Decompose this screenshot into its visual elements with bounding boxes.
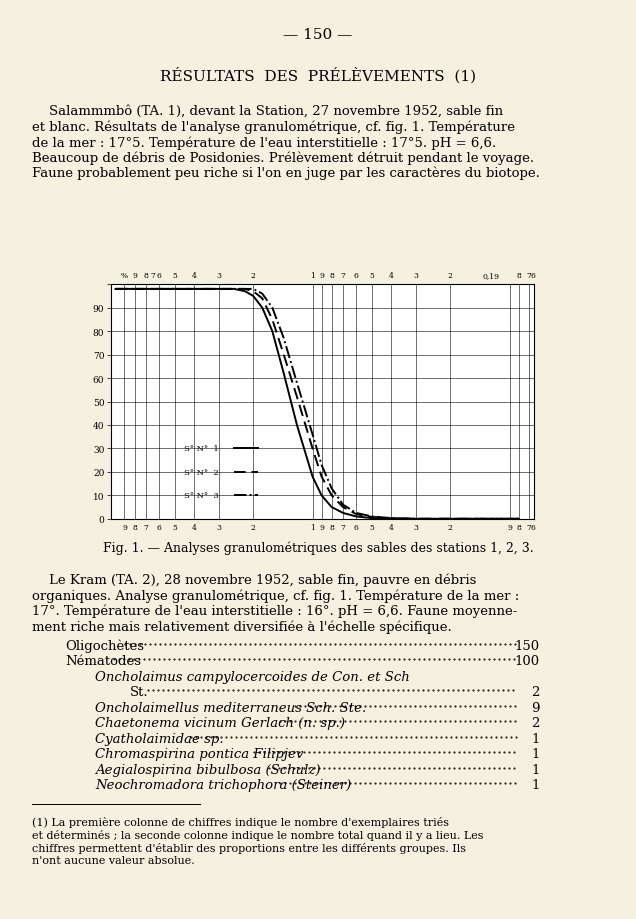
Text: 7: 7 (150, 272, 155, 280)
Text: RÉSULTATS  DES  PRÉLÈVEMENTS  (1): RÉSULTATS DES PRÉLÈVEMENTS (1) (160, 67, 476, 83)
Text: 8: 8 (329, 272, 334, 280)
Text: 0,19: 0,19 (482, 272, 499, 280)
Text: Oncholaimus campylocercoides de Con. et Sch: Oncholaimus campylocercoides de Con. et … (95, 670, 410, 683)
Text: organiques. Analyse granulométrique, cf. fig. 1. Température de la mer :: organiques. Analyse granulométrique, cf.… (32, 589, 519, 602)
Text: Oncholaimellus mediterraneus Sch. Ste.: Oncholaimellus mediterraneus Sch. Ste. (95, 701, 366, 714)
Text: 1: 1 (532, 778, 540, 791)
Text: Oligochètes: Oligochètes (65, 639, 144, 652)
Text: 1: 1 (532, 732, 540, 745)
Text: 5: 5 (370, 523, 375, 531)
Text: 7: 7 (341, 523, 345, 531)
Text: 4: 4 (389, 272, 394, 280)
Text: 9: 9 (532, 701, 540, 714)
Text: 3: 3 (216, 272, 221, 280)
Text: 4: 4 (389, 523, 394, 531)
Text: 1: 1 (532, 747, 540, 760)
Text: 1: 1 (310, 272, 315, 280)
Text: 7: 7 (526, 523, 531, 531)
Text: Cyatholaimidae sp.: Cyatholaimidae sp. (95, 732, 224, 745)
Text: 5: 5 (172, 272, 177, 280)
Text: 1: 1 (532, 763, 540, 776)
Text: 1: 1 (310, 523, 315, 531)
Text: 2: 2 (532, 686, 540, 698)
Text: 6: 6 (530, 523, 536, 531)
Text: 6: 6 (156, 523, 162, 531)
Text: 100: 100 (515, 654, 540, 667)
Text: 9: 9 (507, 523, 512, 531)
Text: 6: 6 (354, 272, 359, 280)
Text: Le Kram (TA. 2), 28 novembre 1952, sable fin, pauvre en débris: Le Kram (TA. 2), 28 novembre 1952, sable… (32, 573, 476, 586)
Text: St.: St. (130, 686, 149, 698)
Text: 2: 2 (251, 272, 256, 280)
Text: 7: 7 (526, 272, 531, 280)
Text: S° N°  1: S° N° 1 (184, 445, 219, 453)
Text: Beaucoup de débris de Posidonies. Prélèvement détruit pendant le voyage.: Beaucoup de débris de Posidonies. Prélèv… (32, 152, 534, 165)
Text: Chaetonema vicinum Gerlach (n. sp.): Chaetonema vicinum Gerlach (n. sp.) (95, 717, 345, 730)
Text: 9: 9 (319, 272, 324, 280)
Text: 7: 7 (341, 272, 345, 280)
Text: 17°. Température de l'eau interstitielle : 16°. pH = 6,6. Faune moyenne-: 17°. Température de l'eau interstitielle… (32, 604, 517, 618)
Text: 2: 2 (448, 523, 453, 531)
Text: 5: 5 (370, 272, 375, 280)
Text: 3: 3 (413, 523, 418, 531)
Text: 4: 4 (191, 523, 197, 531)
Text: Aegialospirina bibulbosa (Schulz): Aegialospirina bibulbosa (Schulz) (95, 763, 321, 776)
Text: 6: 6 (354, 523, 359, 531)
Text: Nématodes: Nématodes (65, 654, 141, 667)
Text: de la mer : 17°5. Température de l'eau interstitielle : 17°5. pH = 6,6.: de la mer : 17°5. Température de l'eau i… (32, 136, 496, 149)
Text: 5: 5 (172, 523, 177, 531)
Text: Neochromadora trichophora (Steiner): Neochromadora trichophora (Steiner) (95, 778, 351, 791)
Text: n'ont aucune valeur absolue.: n'ont aucune valeur absolue. (32, 855, 195, 865)
Text: 9: 9 (319, 523, 324, 531)
Text: 8: 8 (516, 523, 521, 531)
Text: Salammmbô (TA. 1), devant la Station, 27 novembre 1952, sable fin: Salammmbô (TA. 1), devant la Station, 27… (32, 105, 503, 118)
Text: 6: 6 (156, 272, 162, 280)
Text: Faune probablement peu riche si l'on en juge par les caractères du biotope.: Faune probablement peu riche si l'on en … (32, 167, 540, 180)
Text: 9: 9 (132, 272, 137, 280)
Text: 8: 8 (329, 523, 334, 531)
Text: (1) La première colonne de chiffres indique le nombre d'exemplaires triés: (1) La première colonne de chiffres indi… (32, 816, 449, 827)
Text: — 150 —: — 150 — (283, 28, 353, 42)
Text: 8: 8 (144, 272, 148, 280)
Text: Chromaspirina pontica Filipjev: Chromaspirina pontica Filipjev (95, 747, 303, 760)
Text: 3: 3 (413, 272, 418, 280)
Text: %: % (121, 272, 128, 280)
Text: 9: 9 (122, 523, 127, 531)
Text: 2: 2 (448, 272, 453, 280)
Text: et déterminés ; la seconde colonne indique le nombre total quand il y a lieu. Le: et déterminés ; la seconde colonne indiq… (32, 829, 483, 840)
Text: S° N°  2: S° N° 2 (184, 469, 219, 476)
Text: 150: 150 (515, 639, 540, 652)
Text: ment riche mais relativement diversifiée à l'échelle spécifique.: ment riche mais relativement diversifiée… (32, 619, 452, 633)
Text: 3: 3 (216, 523, 221, 531)
Text: 2: 2 (251, 523, 256, 531)
Text: 2: 2 (532, 717, 540, 730)
Text: 8: 8 (132, 523, 137, 531)
Text: 7: 7 (144, 523, 148, 531)
Text: 4: 4 (191, 272, 197, 280)
Text: Fig. 1. — Analyses granulométriques des sables des stations 1, 2, 3.: Fig. 1. — Analyses granulométriques des … (102, 541, 534, 555)
Text: 6: 6 (530, 272, 536, 280)
Text: chiffres permettent d'établir des proportions entre les différents groupes. Ils: chiffres permettent d'établir des propor… (32, 842, 466, 853)
Text: 8: 8 (516, 272, 521, 280)
Text: et blanc. Résultats de l'analyse granulométrique, cf. fig. 1. Température: et blanc. Résultats de l'analyse granulo… (32, 120, 515, 134)
Text: S° N°  3: S° N° 3 (184, 492, 219, 500)
